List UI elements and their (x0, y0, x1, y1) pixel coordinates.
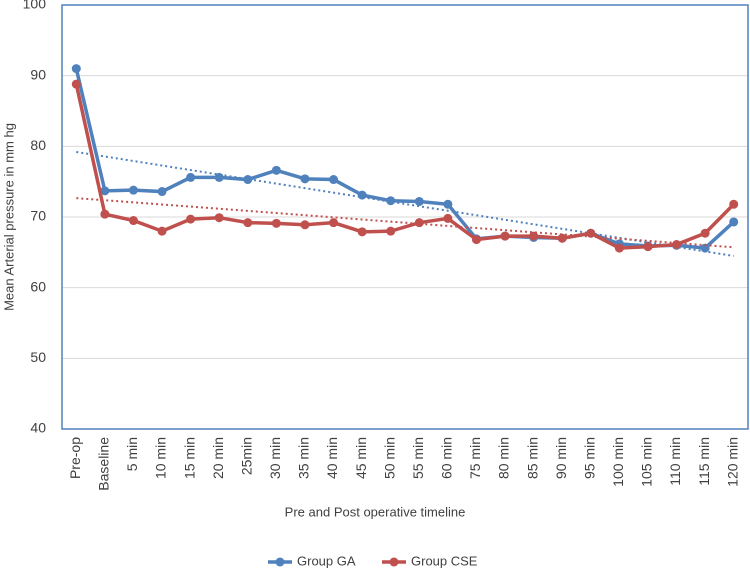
y-tick-label: 60 (30, 278, 46, 294)
y-tick-label: 90 (30, 66, 46, 82)
x-tick-label: 60 min (439, 437, 455, 479)
x-tick-label: 50 min (381, 437, 397, 479)
point (414, 196, 424, 206)
x-tick-label: 75 min (467, 437, 483, 479)
point (71, 64, 81, 74)
y-tick-label: 100 (23, 0, 47, 12)
point (729, 199, 739, 209)
point (300, 220, 310, 230)
point (386, 226, 396, 236)
point (300, 174, 310, 184)
x-tick-label: 90 min (553, 437, 569, 479)
y-tick-label: 40 (30, 420, 46, 436)
point (557, 233, 567, 243)
point (700, 228, 710, 238)
trendline (76, 150, 734, 257)
point (386, 196, 396, 206)
x-tick-label: 105 min (639, 437, 655, 487)
x-axis-label: Pre and Post operative timeline (285, 504, 466, 519)
x-tick-label: 20 min (210, 437, 226, 479)
point (672, 240, 682, 250)
y-tick-label: 80 (30, 137, 46, 153)
point (271, 165, 281, 175)
point (443, 213, 453, 223)
x-tick-label: 30 min (267, 437, 283, 479)
point (500, 231, 510, 241)
x-tick-label: 55 min (410, 437, 426, 479)
point (414, 218, 424, 228)
x-tick-label: 40 min (324, 437, 340, 479)
x-tick-label: Pre-op (67, 437, 83, 479)
series-line (74, 68, 735, 250)
point (214, 172, 224, 182)
point (529, 231, 539, 241)
x-tick-label: 35 min (296, 437, 312, 479)
point (357, 190, 367, 200)
x-tick-label: 85 min (524, 437, 540, 479)
x-tick-label: 100 min (610, 437, 626, 487)
point (471, 235, 481, 245)
series-line (74, 83, 735, 250)
x-tick-label: Baseline (96, 437, 112, 491)
point (214, 213, 224, 223)
x-tick-label: 110 min (667, 437, 683, 486)
x-tick-label: 10 min (153, 437, 169, 479)
point (243, 175, 253, 185)
point (100, 186, 110, 196)
x-tick-label: 5 min (124, 437, 140, 471)
legend-label: Group CSE (411, 553, 478, 568)
legend-marker (389, 557, 399, 567)
x-tick-label: 115 min (696, 437, 712, 486)
x-tick-label: 80 min (496, 437, 512, 479)
legend-label: Group GA (297, 553, 356, 568)
point (157, 187, 167, 197)
point (128, 216, 138, 226)
point (643, 242, 653, 252)
legend-marker (275, 557, 285, 567)
point (71, 79, 81, 89)
point (186, 214, 196, 224)
y-axis-label: Mean Arterial pressure in mm hg (1, 123, 16, 311)
point (100, 209, 110, 219)
point (157, 226, 167, 236)
point (357, 227, 367, 237)
point (329, 175, 339, 185)
point (700, 243, 710, 253)
x-tick-label: 120 min (724, 437, 740, 487)
trendline (76, 197, 734, 249)
point (271, 218, 281, 228)
point (186, 172, 196, 182)
point (329, 218, 339, 228)
y-tick-label: 50 (30, 349, 46, 365)
point (443, 199, 453, 209)
point (586, 228, 596, 238)
point (729, 217, 739, 227)
plot-border (61, 4, 749, 430)
x-tick-label: 95 min (581, 437, 597, 479)
x-tick-label: 45 min (353, 437, 369, 479)
point (128, 185, 138, 195)
point (614, 243, 624, 253)
x-tick-label: 15 min (181, 437, 197, 479)
point (243, 218, 253, 228)
x-tick-label: 25min (238, 437, 254, 475)
y-tick-label: 70 (30, 208, 46, 224)
